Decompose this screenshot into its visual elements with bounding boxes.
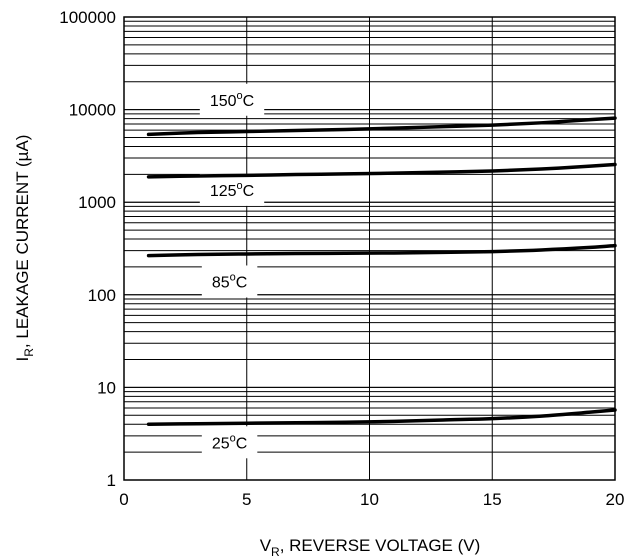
y-tick-label: 10 — [97, 378, 116, 397]
series-line-3 — [146, 408, 617, 426]
x-tick-label: 20 — [606, 490, 625, 509]
y-axis-title: IR, LEAKAGE CURRENT (µA) — [13, 135, 36, 362]
x-tick-label: 5 — [242, 490, 251, 509]
x-axis-title-subscript: R — [271, 545, 280, 558]
curve-label-background — [201, 426, 258, 459]
y-axis-title-subscript: R — [22, 348, 36, 357]
y-tick-label: 1000 — [78, 193, 116, 212]
y-tick-label: 100000 — [59, 8, 116, 27]
curve-label-unit: C — [243, 93, 255, 110]
x-tick-label: 15 — [483, 490, 502, 509]
y-tick-label: 100 — [88, 286, 116, 305]
x-tick-label: 0 — [119, 490, 128, 509]
curve-label-degree: o — [237, 180, 243, 192]
curve-label-backgrounds — [199, 83, 265, 459]
curve-label-value: 85 — [212, 274, 230, 291]
y-tick-label: 1 — [107, 471, 116, 490]
x-tick-label: 10 — [360, 490, 379, 509]
curve-label-background — [199, 173, 265, 206]
series-line-0 — [146, 116, 617, 137]
y-axis-title-rest: , LEAKAGE CURRENT (µA) — [13, 135, 32, 349]
series-group — [146, 116, 617, 426]
curve-label-unit: C — [236, 435, 248, 452]
series-line-1 — [146, 162, 617, 179]
curve-label-background — [201, 265, 258, 298]
curve-label-degree: o — [237, 90, 243, 102]
series-line-2 — [146, 243, 617, 258]
curve-label-value: 150 — [210, 93, 237, 110]
curve-label-0: 150oC — [210, 90, 254, 110]
plot-border — [123, 16, 616, 481]
curve-label-degree: o — [230, 432, 236, 444]
curve-label-degree: o — [230, 271, 236, 283]
curve-label-2: 85oC — [212, 271, 247, 291]
curve-label-value: 125 — [210, 183, 237, 200]
x-axis-title: VR, REVERSE VOLTAGE (V) — [260, 536, 481, 558]
tick-labels: 0 5 10 15 20 1 10 100 1000 10000 100000 — [59, 8, 624, 509]
plot-frame — [123, 16, 616, 481]
x-axis-title-main: V — [260, 536, 272, 555]
y-axis-title-main: I — [13, 357, 32, 362]
curve-label-1: 125oC — [210, 180, 254, 200]
curve-label-unit: C — [243, 183, 255, 200]
y-tick-label: 10000 — [69, 101, 116, 120]
curve-label-background — [199, 83, 265, 116]
curve-label-value: 25 — [212, 435, 230, 452]
x-axis-title-rest: , REVERSE VOLTAGE (V) — [280, 536, 481, 555]
curve-label-unit: C — [236, 274, 248, 291]
curve-label-3: 25oC — [212, 432, 247, 452]
